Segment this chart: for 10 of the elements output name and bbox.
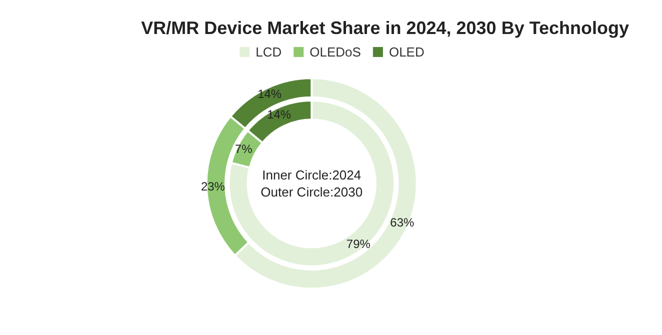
text: Outer Circle:2030 xyxy=(260,184,363,200)
legend-label: OLED xyxy=(388,44,424,60)
chart-title: VR/MR Device Market Share in 2024, 2030 By Technology xyxy=(141,18,630,38)
data-label: 14% xyxy=(258,87,282,102)
data-label: 14% xyxy=(267,107,292,122)
text: Inner Circle:2024 xyxy=(262,167,362,182)
legend-label: LCD xyxy=(256,44,282,60)
data-label: 79% xyxy=(346,236,371,251)
legend-label: OLEDoS xyxy=(310,44,362,60)
data-label: 63% xyxy=(390,216,415,230)
